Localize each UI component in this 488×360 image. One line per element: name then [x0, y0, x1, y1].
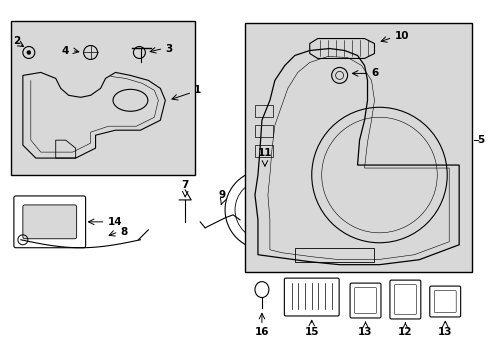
FancyBboxPatch shape [284, 278, 339, 316]
Text: 6: 6 [371, 68, 378, 78]
Text: 10: 10 [394, 31, 408, 41]
Bar [11, 21, 195, 175]
FancyBboxPatch shape [354, 288, 376, 314]
Text: 9: 9 [218, 190, 225, 200]
Text: 8: 8 [120, 227, 127, 237]
Text: 16: 16 [254, 328, 268, 337]
FancyBboxPatch shape [433, 291, 455, 312]
Text: 5: 5 [476, 135, 483, 145]
FancyBboxPatch shape [394, 285, 415, 315]
Text: 15: 15 [304, 328, 318, 337]
FancyBboxPatch shape [14, 196, 85, 248]
Bar [254, 125, 272, 137]
FancyBboxPatch shape [349, 283, 380, 318]
Text: 13: 13 [437, 328, 451, 337]
FancyBboxPatch shape [23, 205, 77, 239]
Text: 12: 12 [397, 328, 412, 337]
Text: 14: 14 [107, 217, 122, 227]
Bar [244, 23, 471, 272]
Circle shape [27, 50, 31, 54]
FancyBboxPatch shape [389, 280, 420, 319]
Text: 13: 13 [358, 328, 372, 337]
Bar [254, 145, 272, 157]
Text: 7: 7 [181, 180, 188, 190]
Bar [294, 248, 374, 262]
Circle shape [260, 205, 269, 215]
Text: 4: 4 [61, 45, 68, 55]
Text: 11: 11 [257, 148, 272, 158]
Text: 3: 3 [165, 44, 172, 54]
FancyBboxPatch shape [429, 286, 460, 317]
Bar [254, 105, 272, 117]
Text: 2: 2 [13, 36, 20, 46]
Text: 1: 1 [194, 85, 201, 95]
